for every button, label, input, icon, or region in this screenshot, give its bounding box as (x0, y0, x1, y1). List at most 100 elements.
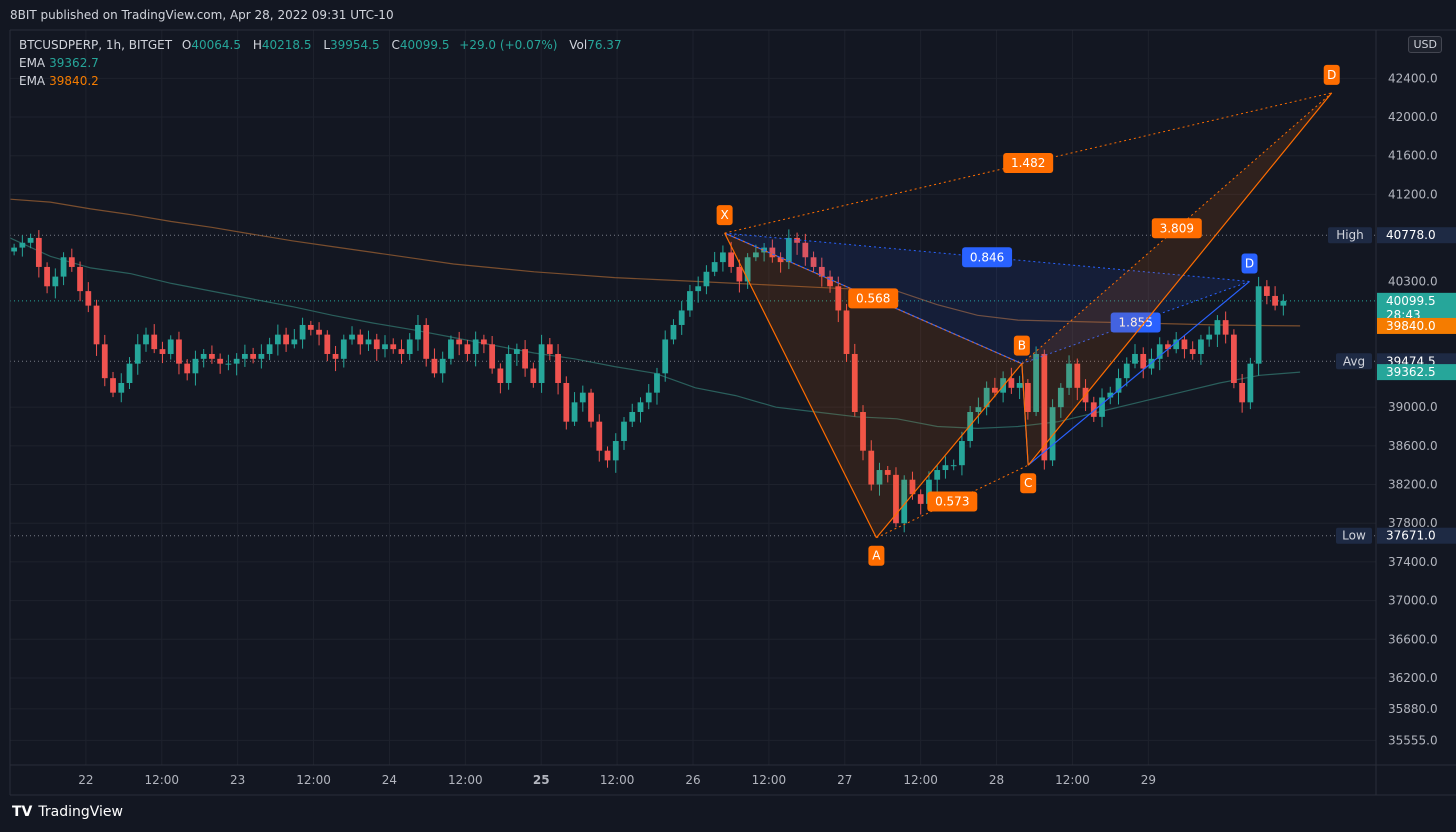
candle (184, 359, 191, 381)
candle-body (406, 339, 413, 354)
price-tick-label: 37000.0 (1388, 594, 1438, 608)
candle (1239, 373, 1246, 413)
candle (85, 282, 92, 313)
point-label: B (1018, 339, 1026, 353)
candle (406, 333, 413, 361)
candle-body (909, 479, 916, 495)
candle (505, 345, 512, 390)
price-marker-label: 40778.0 (1386, 228, 1436, 242)
candle (794, 232, 800, 255)
pattern-leg (1027, 92, 1333, 466)
candle-body (959, 441, 965, 466)
symbol-label[interactable]: BTCUSDPERP, 1h, BITGET (19, 38, 173, 52)
candle (571, 392, 578, 426)
candle-body (1041, 353, 1048, 461)
candle (340, 334, 347, 368)
currency-badge[interactable]: USD (1408, 36, 1442, 53)
ema1-legend[interactable]: EMA 39362.7 (19, 56, 99, 70)
candle (777, 252, 784, 273)
open-label: O (181, 38, 192, 52)
candle-body (390, 344, 397, 350)
candle (481, 334, 487, 354)
candle (1099, 388, 1105, 428)
candle (942, 456, 949, 479)
candle (68, 248, 75, 272)
candle (35, 230, 42, 278)
candle (1231, 329, 1237, 389)
candle (967, 406, 974, 448)
candle-body (991, 387, 998, 393)
candle (1008, 367, 1015, 394)
ema2-legend[interactable]: EMA 39840.2 (19, 74, 99, 88)
candle (250, 347, 257, 364)
candle (893, 467, 899, 528)
candle-body (1272, 295, 1278, 306)
candle (1148, 348, 1155, 375)
price-marker-label: 39362.5 (1386, 365, 1436, 379)
candle (827, 270, 833, 293)
time-tick-label: 12:00 (752, 773, 787, 787)
candle (1189, 341, 1196, 360)
high-value: 40218.5 (261, 38, 312, 52)
candle-body (1263, 286, 1270, 296)
price-axis: 42400.0 42000.0 41600.0 41200.0 39000.0 38600… (1328, 0, 1456, 832)
candle-body (934, 470, 941, 480)
candle (316, 322, 322, 346)
candle-body (1074, 363, 1081, 388)
candle (522, 340, 528, 377)
candle-body (1222, 320, 1229, 335)
candle-body (1049, 407, 1056, 461)
ema2-value: 39840.2 (49, 74, 99, 88)
candle (645, 384, 652, 410)
price-tick-label: 41200.0 (1388, 187, 1438, 201)
point-label: D (1245, 256, 1254, 270)
candle (233, 353, 240, 376)
candle (1074, 358, 1081, 401)
candle (596, 414, 603, 462)
candle (1090, 396, 1097, 422)
candle (1214, 315, 1221, 348)
candle-body (546, 344, 553, 354)
tradingview-brand[interactable]: TV TradingView (12, 804, 123, 820)
candle (192, 350, 199, 386)
candle-body (1214, 320, 1221, 335)
price-tag-label: High (1336, 228, 1364, 242)
price-tick-label: 35555.0 (1388, 733, 1438, 747)
candle (324, 330, 331, 362)
candle (1024, 379, 1031, 420)
candle-body (456, 339, 463, 345)
ratio-line (876, 464, 1029, 539)
candle (19, 235, 26, 257)
candle (1181, 335, 1188, 359)
candle (472, 331, 479, 367)
price-marker-bg (1377, 317, 1456, 334)
candle (678, 301, 685, 335)
price-tick-label: 36600.0 (1388, 632, 1438, 646)
point-label: X (721, 208, 729, 222)
candle-body (744, 257, 751, 282)
candle-body (258, 353, 265, 359)
candle-body (917, 494, 924, 504)
candle-body (472, 339, 479, 354)
candle-body (1140, 353, 1147, 369)
candle-body (588, 392, 594, 422)
candle-body (382, 344, 388, 350)
candle-body (1206, 334, 1213, 340)
candle (497, 363, 504, 394)
candle-body (1099, 397, 1105, 417)
candle-body (785, 237, 792, 263)
candle-body (505, 353, 512, 383)
candle (695, 276, 702, 303)
candle-body (44, 266, 50, 287)
candle (332, 345, 339, 372)
candle-body (357, 334, 364, 345)
candle (868, 440, 875, 491)
candle-body (27, 237, 34, 243)
candle-body (1189, 349, 1196, 354)
candle (588, 388, 594, 428)
candle-body (77, 266, 83, 292)
candle-body (563, 382, 570, 422)
ema1-value: 39362.7 (49, 56, 99, 70)
candle (1222, 311, 1229, 344)
